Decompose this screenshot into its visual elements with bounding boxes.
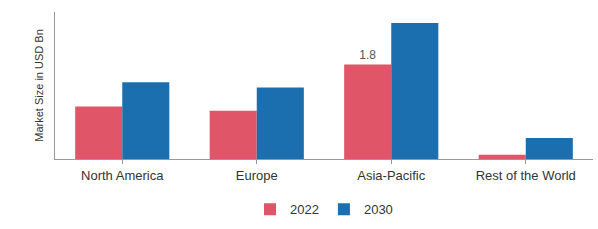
svg-text:North America: North America	[81, 168, 164, 183]
svg-text:2030: 2030	[364, 202, 393, 217]
svg-text:1.8: 1.8	[359, 48, 376, 62]
svg-text:2022: 2022	[290, 202, 319, 217]
svg-text:Rest of the World: Rest of the World	[476, 168, 576, 183]
svg-text:Market Size in USD Bn: Market Size in USD Bn	[33, 29, 45, 141]
svg-text:Europe: Europe	[236, 168, 278, 183]
svg-text:Asia-Pacific: Asia-Pacific	[357, 168, 425, 183]
